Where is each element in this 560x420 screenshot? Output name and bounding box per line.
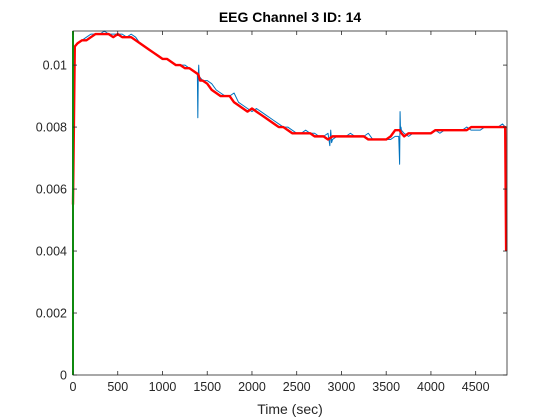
axes-box bbox=[72, 30, 508, 376]
y-tick-label: 0.004 bbox=[36, 245, 67, 259]
y-tick-label: 0.002 bbox=[36, 307, 67, 321]
x-tick-label: 1000 bbox=[149, 380, 177, 394]
y-tick-label: 0 bbox=[60, 369, 67, 383]
x-tick-label: 1500 bbox=[193, 380, 221, 394]
x-tick-label: 2500 bbox=[283, 380, 311, 394]
x-axis-label: Time (sec) bbox=[257, 401, 323, 417]
x-tick-label: 3500 bbox=[372, 380, 400, 394]
x-tick-label: 3000 bbox=[328, 380, 356, 394]
chart-title: EEG Channel 3 ID: 14 bbox=[219, 9, 362, 25]
tick-layer: 0 500 1000 1500 2000 2500 3000 3500 4000 4500 0 0.0… bbox=[36, 31, 507, 394]
x-tick-label: 4500 bbox=[462, 380, 490, 394]
x-tick-label: 500 bbox=[107, 380, 128, 394]
x-tick-label: 2000 bbox=[238, 380, 266, 394]
x-tick-label: 0 bbox=[70, 380, 77, 394]
y-tick-label: 0.01 bbox=[43, 59, 67, 73]
x-tick-label: 4000 bbox=[417, 380, 445, 394]
y-tick-label: 0.006 bbox=[36, 183, 67, 197]
series-line-2 bbox=[71, 32, 508, 252]
y-tick-label: 0.008 bbox=[36, 121, 67, 135]
plot-area bbox=[73, 31, 507, 375]
